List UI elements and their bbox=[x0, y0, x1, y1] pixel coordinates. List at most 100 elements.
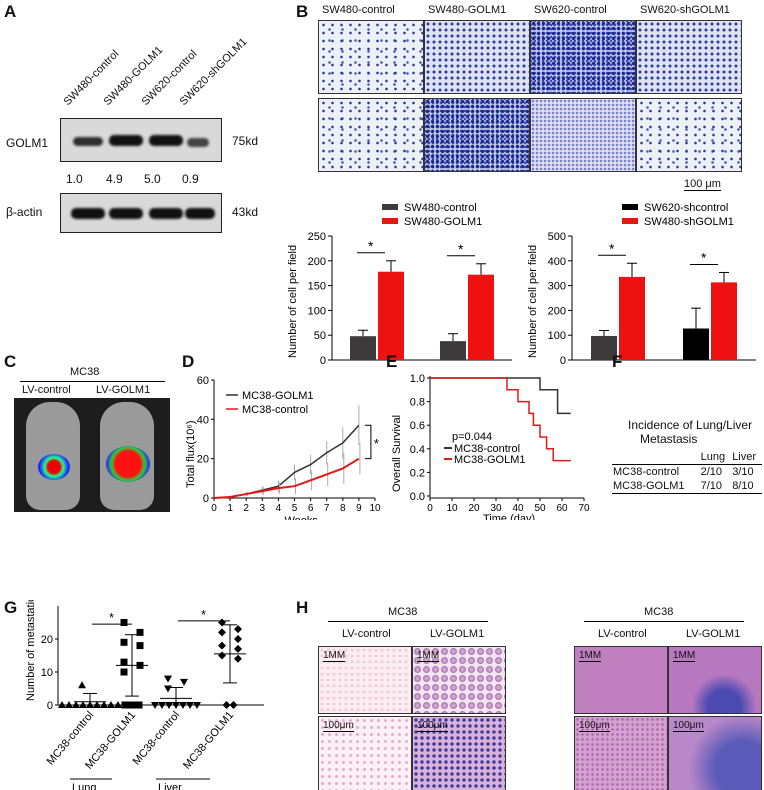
bioluminescence-image bbox=[14, 398, 170, 512]
column-label: SW480-control bbox=[322, 4, 395, 16]
data-point bbox=[180, 678, 188, 686]
histology-image: 1MM bbox=[668, 646, 762, 714]
h-col-label: LV-control bbox=[598, 628, 647, 640]
data-point bbox=[120, 658, 128, 666]
data-point bbox=[136, 628, 144, 636]
x-tick-label: 5 bbox=[292, 503, 298, 514]
y-axis-label: Overall Survival bbox=[391, 415, 403, 492]
data-point bbox=[120, 619, 128, 626]
data-point bbox=[186, 702, 194, 709]
h-divider bbox=[584, 621, 744, 622]
data-point bbox=[72, 701, 80, 708]
significance-star: * bbox=[201, 607, 206, 622]
histology-image: 100μm bbox=[412, 716, 506, 790]
x-tick-label: 1 bbox=[227, 503, 233, 514]
f-row-label: MC38-GOLM1 bbox=[613, 480, 685, 492]
x-axis-label: Time (day) bbox=[483, 513, 535, 520]
y-tick-label: 0.6 bbox=[410, 420, 425, 432]
legend-label: MC38-GOLM1 bbox=[242, 390, 314, 402]
y-tick-label: 20 bbox=[41, 634, 53, 646]
scatter-chart-foci: 0 10 20 Number of metastatic foci MC38-contr… bbox=[25, 600, 264, 790]
data-point bbox=[100, 701, 108, 708]
data-point bbox=[234, 654, 242, 663]
x-tick-label: 7 bbox=[324, 503, 330, 514]
legend-label: MC38-control bbox=[454, 443, 520, 455]
y-tick-label: 60 bbox=[197, 375, 209, 387]
scale-bar: 100μm bbox=[579, 720, 610, 732]
legend-swatch bbox=[622, 204, 638, 210]
f-row-label: MC38-control bbox=[613, 466, 680, 478]
c-left: LV-control bbox=[22, 384, 71, 396]
category-label: MC38-control bbox=[131, 709, 183, 767]
migration-image bbox=[318, 20, 424, 94]
survival-curve bbox=[430, 377, 571, 462]
x-tick-label: 70 bbox=[578, 503, 590, 514]
x-tick-label: 4 bbox=[276, 503, 282, 514]
significance-star: * bbox=[609, 240, 615, 256]
y-axis-label: Number of cell per field bbox=[287, 245, 299, 358]
scale-bar: 1MM bbox=[673, 650, 696, 662]
f-cell: 7/10 bbox=[700, 480, 723, 492]
legend-swatch bbox=[382, 218, 398, 224]
actin-kd: 43kd bbox=[232, 205, 259, 219]
bar-chart-sw480: 0 50 100 150 200 250 Number of cell per field S… bbox=[287, 202, 512, 367]
actin-blot bbox=[60, 193, 222, 233]
y-tick-label: 0.4 bbox=[410, 444, 425, 456]
data-point bbox=[218, 651, 226, 660]
x-tick-label: 50 bbox=[534, 503, 546, 514]
legend-swatch bbox=[622, 218, 638, 224]
y-tick-label: 200 bbox=[308, 256, 326, 268]
data-point bbox=[65, 701, 73, 708]
f-header-liver: Liver bbox=[732, 451, 757, 463]
x-tick-label: 0 bbox=[427, 503, 433, 514]
scale-bar: 1MM bbox=[579, 650, 602, 662]
data-point bbox=[120, 638, 128, 646]
x-tick-label: 30 bbox=[490, 503, 502, 514]
significance-star: * bbox=[374, 436, 379, 451]
data-point bbox=[107, 701, 115, 708]
bar bbox=[468, 274, 494, 360]
x-tick-label: 0 bbox=[211, 503, 217, 514]
bar bbox=[683, 328, 709, 360]
significance-star: * bbox=[109, 610, 114, 625]
scale-bar: 1MM bbox=[417, 650, 440, 662]
data-point bbox=[93, 701, 101, 708]
ratio-value: 1.0 bbox=[66, 172, 83, 186]
golm1-blot bbox=[60, 118, 222, 162]
bar-chart-sw620: 0 100 200 300 400 500 Number of cell per field… bbox=[527, 202, 756, 367]
h-col-label: LV-GOLM1 bbox=[686, 628, 741, 640]
x-axis-label: Weeks bbox=[285, 515, 319, 520]
category-label: MC38-GOLM1 bbox=[181, 709, 236, 772]
bar bbox=[619, 276, 645, 360]
panel-label-b: B bbox=[296, 2, 309, 21]
data-point bbox=[193, 702, 201, 709]
column-label: SW480-GOLM1 bbox=[428, 4, 507, 16]
legend-label: SW480-GOLM1 bbox=[404, 216, 482, 228]
y-tick-label: 0 bbox=[47, 700, 53, 712]
f-title1: Incidence of Lung/Liver bbox=[628, 418, 753, 432]
panel-label-a: A bbox=[4, 2, 17, 21]
data-point bbox=[234, 635, 242, 643]
data-point bbox=[121, 701, 129, 709]
scale-bar: 100 μm bbox=[684, 178, 721, 191]
histology-image: 100μm bbox=[668, 716, 762, 790]
histology-image: 100μm bbox=[318, 716, 412, 790]
data-point bbox=[58, 701, 66, 708]
x-tick-label: 2 bbox=[243, 503, 249, 514]
migration-image bbox=[636, 20, 742, 94]
bar bbox=[440, 341, 466, 360]
actin-label: β-actin bbox=[6, 205, 43, 219]
legend-label: MC38-control bbox=[242, 404, 308, 416]
p-value: p=0.044 bbox=[452, 431, 492, 443]
panel-label-g: G bbox=[4, 598, 18, 617]
x-tick-label: 8 bbox=[340, 503, 346, 514]
data-point bbox=[218, 628, 226, 637]
significance-star: * bbox=[458, 241, 464, 257]
y-tick-label: 200 bbox=[548, 305, 566, 317]
ratio-value: 0.9 bbox=[182, 172, 199, 186]
h-col-label: LV-GOLM1 bbox=[430, 628, 485, 640]
h-col-label: LV-control bbox=[342, 628, 391, 640]
y-tick-label: 0 bbox=[203, 493, 209, 505]
y-tick-label: 100 bbox=[548, 330, 566, 342]
